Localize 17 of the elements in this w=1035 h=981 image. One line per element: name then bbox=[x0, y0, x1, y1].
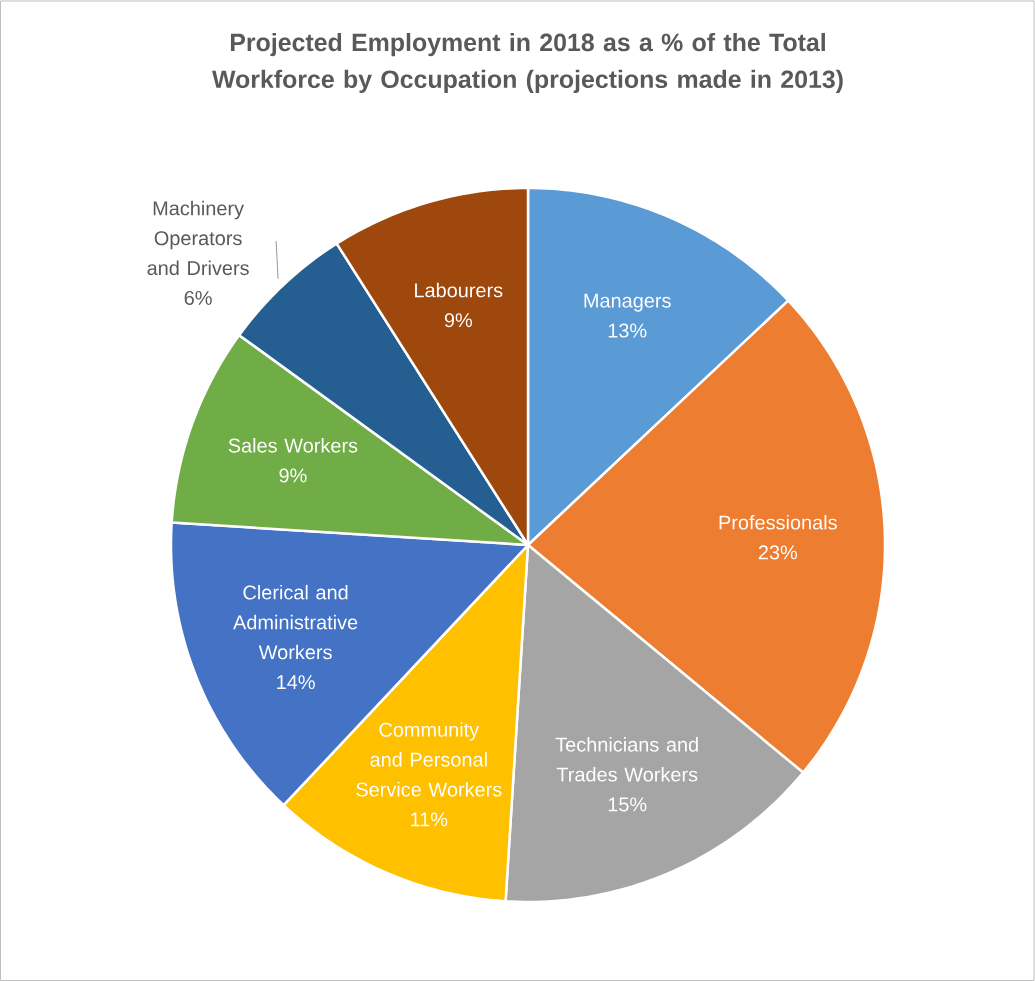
chart-title: Projected Employment in 2018 as a % of the Total Workforce by Occupation (projections made in 2013) bbox=[212, 32, 843, 94]
data-label: 11% bbox=[411, 812, 448, 827]
data-label: 23% bbox=[758, 545, 798, 560]
slice-label: Machinery Operators and Drivers bbox=[147, 200, 249, 276]
slice-label: Managers bbox=[584, 293, 671, 312]
data-label: 9% bbox=[444, 313, 472, 328]
data-label: 13% bbox=[608, 323, 647, 338]
data-label: 15% bbox=[608, 797, 647, 812]
slice-label: Sales Workers bbox=[228, 438, 358, 453]
slice-label: Labourers bbox=[415, 282, 503, 298]
data-label: 14% bbox=[277, 675, 315, 690]
slice-label: Clerical and Administrative Workers bbox=[233, 584, 358, 660]
slice-label: Community and Personal Service Workers bbox=[356, 722, 502, 797]
data-label: 9% bbox=[279, 468, 307, 483]
slice-label: Technicians and Trades Workers bbox=[555, 737, 698, 782]
data-label: 6% bbox=[184, 290, 212, 306]
slice-label: Professionals bbox=[719, 514, 837, 530]
